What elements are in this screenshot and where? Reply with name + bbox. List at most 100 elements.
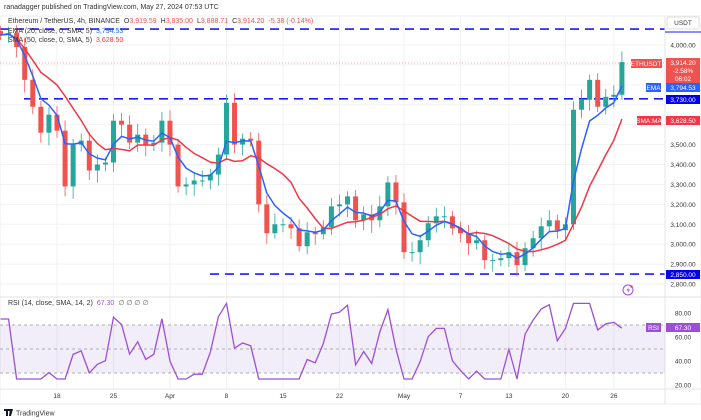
rsi-line bbox=[0, 301, 623, 380]
ema-tag-label: EMA bbox=[646, 85, 661, 92]
rsi-legend: RSI (14, close, SMA, 14, 2) bbox=[8, 300, 93, 307]
candle-body bbox=[353, 196, 359, 221]
candle-body bbox=[159, 120, 165, 143]
time-tick-label: 22 bbox=[336, 393, 344, 400]
candle-body bbox=[603, 96, 609, 107]
price-tick-label: 3,500.00 bbox=[670, 142, 696, 149]
candle-body bbox=[538, 226, 544, 239]
time-axis[interactable]: 18 25 Apr 8 15 22 May 7 13 20 26 bbox=[53, 393, 617, 400]
candle-body bbox=[127, 124, 133, 143]
ema-tag bbox=[646, 83, 661, 92]
candle-body bbox=[110, 120, 116, 163]
candle-body bbox=[409, 252, 415, 254]
price-tick-label: 3,200.00 bbox=[670, 202, 696, 209]
time-tick-label: May bbox=[398, 393, 411, 400]
ema-line bbox=[0, 33, 623, 259]
candle-body bbox=[328, 206, 334, 228]
candle-body bbox=[336, 204, 342, 207]
svg-text:RSI (14, close, SMA, 14, 2)67.: RSI (14, close, SMA, 14, 2) 67.30 ∅ ∅ ∅ ∅ bbox=[8, 300, 149, 307]
symbol-name: Ethereum / TetherUS, 4h, BINANCE bbox=[8, 18, 120, 25]
candle-body bbox=[119, 120, 125, 125]
last-price: 3,914.20 bbox=[670, 60, 696, 67]
candle-body bbox=[587, 79, 593, 100]
price-axis[interactable]: 4,000.00 3,500.00 3,400.00 3,300.00 3,200.00… bbox=[670, 43, 696, 289]
sma-legend: SMA (50, close, 0, SMA, 5) bbox=[8, 37, 92, 44]
candle-body bbox=[595, 79, 601, 107]
candle-body bbox=[30, 79, 36, 107]
candle-body bbox=[304, 232, 310, 247]
rsi-tag-label: RSI bbox=[648, 325, 659, 332]
candle-body bbox=[449, 216, 455, 229]
candle-body bbox=[433, 216, 439, 224]
candle-body bbox=[175, 144, 181, 187]
sma-price-box bbox=[666, 116, 700, 125]
candle-body bbox=[199, 180, 205, 182]
time-tick-label: 13 bbox=[505, 393, 513, 400]
time-tick-label: 20 bbox=[562, 393, 570, 400]
level-price-2: 2,850.00 bbox=[670, 272, 696, 279]
rsi-axis[interactable]: 80.00 60.00 40.00 20.00 bbox=[675, 311, 692, 390]
rsi-price-box bbox=[666, 323, 700, 332]
candle-body bbox=[135, 134, 141, 143]
candle-body bbox=[498, 258, 504, 261]
currency-button[interactable] bbox=[666, 16, 700, 30]
last-price-box bbox=[666, 58, 700, 85]
candle-body bbox=[0, 31, 4, 36]
candle-body bbox=[611, 94, 617, 97]
candle-body bbox=[248, 138, 254, 141]
svg-text:TradingView: TradingView bbox=[16, 411, 55, 418]
candle-body bbox=[272, 224, 278, 234]
candle-body bbox=[167, 120, 173, 145]
candle-body bbox=[215, 154, 221, 175]
time-tick-label: Apr bbox=[165, 393, 176, 400]
svg-text:EMA (20, close, 0, SMA, 5)3,79: EMA (20, close, 0, SMA, 5) 3,794.53 bbox=[8, 28, 123, 35]
candle-body bbox=[38, 106, 44, 133]
price-tick-label: 3,300.00 bbox=[670, 182, 696, 189]
candle-body bbox=[46, 114, 52, 133]
time-tick-label: 15 bbox=[279, 393, 287, 400]
candle-body bbox=[288, 224, 294, 229]
candle-body bbox=[474, 240, 480, 244]
horizontal-levels bbox=[0, 28, 665, 275]
sma-tag bbox=[637, 116, 661, 125]
symbol-tag bbox=[631, 59, 662, 68]
candle-body bbox=[417, 240, 423, 253]
grid bbox=[0, 16, 665, 389]
candle-body bbox=[312, 232, 318, 235]
price-tick-label: 3,000.00 bbox=[670, 242, 696, 249]
chart-frame bbox=[0, 15, 701, 405]
price-tick-label: 4,000.00 bbox=[670, 43, 696, 50]
rsi-price: 67.30 bbox=[675, 325, 692, 332]
level-price-1: 3,730.00 bbox=[670, 97, 696, 104]
candle-body bbox=[490, 260, 496, 262]
sma-price: 3,628.50 bbox=[670, 118, 696, 125]
level-box-1 bbox=[666, 95, 700, 104]
sma-line bbox=[0, 33, 623, 253]
time-tick-label: 25 bbox=[110, 393, 118, 400]
candle-body bbox=[62, 130, 68, 187]
candle-body bbox=[385, 182, 391, 207]
time-tick-label: 26 bbox=[610, 393, 618, 400]
time-tick-label: 18 bbox=[53, 393, 61, 400]
candle-body bbox=[458, 228, 463, 234]
candle-body bbox=[183, 184, 189, 187]
price-tick-label: 3,100.00 bbox=[670, 222, 696, 229]
time-tick-label: 7 bbox=[459, 393, 463, 400]
candle-body bbox=[522, 248, 528, 266]
price-tick-label: 2,800.00 bbox=[670, 282, 696, 289]
bar-countdown: 06:02 bbox=[675, 76, 692, 83]
candle-body bbox=[70, 144, 76, 187]
candle-body bbox=[546, 220, 552, 227]
lightning-alert-icon[interactable] bbox=[622, 284, 634, 296]
time-tick-label: 8 bbox=[225, 393, 229, 400]
ema-legend: EMA (20, close, 0, SMA, 5) bbox=[8, 28, 92, 35]
level-box-2 bbox=[666, 270, 700, 279]
rsi-tag bbox=[646, 323, 661, 332]
rsi-tick-label: 60.00 bbox=[675, 335, 692, 342]
candle-body bbox=[191, 180, 197, 185]
candle-body bbox=[619, 62, 625, 95]
symbol-tag-label: ETHUSDT bbox=[631, 61, 662, 68]
sma-tag-label: SMA:MA bbox=[636, 118, 662, 125]
candle-body bbox=[530, 238, 536, 249]
